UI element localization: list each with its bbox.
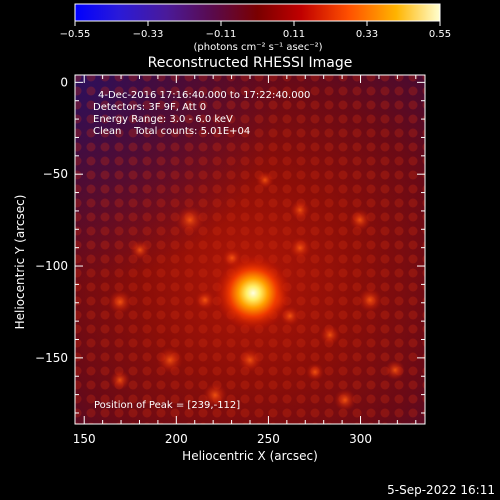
secondary-source — [358, 288, 382, 312]
x-tick-label: 250 — [257, 432, 280, 446]
x-tick-label: 150 — [73, 432, 96, 446]
secondary-source — [157, 347, 183, 373]
secondary-source — [289, 237, 311, 259]
plot-title: Reconstructed RHESSI Image — [148, 55, 353, 71]
image-area — [75, 75, 425, 424]
secondary-source — [290, 200, 310, 220]
secondary-source — [256, 171, 274, 189]
secondary-source — [130, 240, 150, 260]
secondary-source — [238, 348, 262, 372]
colorbar-unit-label: (photons cm⁻² s⁻¹ asec⁻²) — [193, 42, 322, 53]
x-tick-label: 200 — [165, 432, 188, 446]
colorbar-tick-label: −0.11 — [206, 29, 237, 40]
image-peak-source — [215, 255, 292, 332]
colorbar-gradient — [74, 3, 441, 22]
annotation-energy-range: Energy Range: 3.0 - 6.0 keV — [93, 114, 233, 125]
footer-timestamp: 5-Sep-2022 16:11 — [387, 483, 495, 497]
secondary-source — [385, 360, 405, 380]
secondary-source — [349, 209, 371, 231]
annotation-peak-position: Position of Peak = [239,-112] — [94, 400, 240, 411]
colorbar-tick-label: 0.33 — [356, 29, 378, 40]
colorbar-tick-label: −0.55 — [60, 29, 91, 40]
x-axis-ticks: 150 200 250 300 — [73, 75, 417, 446]
colorbar-tick-label: 0.55 — [429, 29, 451, 40]
secondary-source — [334, 389, 356, 411]
colorbar-tick-label: −0.33 — [133, 29, 164, 40]
y-tick-label: −50 — [43, 167, 68, 181]
colorbar-tick-label: 0.11 — [283, 29, 305, 40]
image-annotations: 4-Dec-2016 17:16:40.000 to 17:22:40.000 … — [93, 90, 310, 411]
image-secondary-sources — [108, 171, 405, 411]
y-tick-label: −100 — [35, 259, 68, 273]
secondary-source — [108, 290, 132, 314]
y-axis-ticks: 0 −50 −100 −150 — [35, 75, 425, 414]
secondary-source — [195, 290, 215, 310]
annotation-time-range: 4-Dec-2016 17:16:40.000 to 17:22:40.000 — [98, 90, 310, 101]
secondary-source — [110, 370, 130, 390]
colorbar: −0.55 −0.33 −0.11 0.11 0.33 0.55 (photons cm⁻… — [60, 3, 451, 53]
secondary-source — [320, 325, 340, 345]
colorbar-ticks: −0.55 −0.33 −0.11 0.11 0.33 0.55 — [60, 21, 451, 40]
secondary-source — [203, 383, 227, 407]
annotation-detectors: Detectors: 3F 9F, Att 0 — [93, 102, 206, 113]
y-tick-label: 0 — [60, 75, 68, 89]
secondary-source — [306, 363, 324, 381]
y-axis-label: Heliocentric Y (arcsec) — [13, 195, 27, 330]
secondary-source — [176, 206, 204, 234]
y-tick-label: −150 — [35, 351, 68, 365]
annotation-clean-counts: Clean Total counts: 5.01E+04 — [93, 126, 250, 137]
x-axis-label: Heliocentric X (arcsec) — [182, 449, 318, 463]
x-tick-label: 300 — [349, 432, 372, 446]
